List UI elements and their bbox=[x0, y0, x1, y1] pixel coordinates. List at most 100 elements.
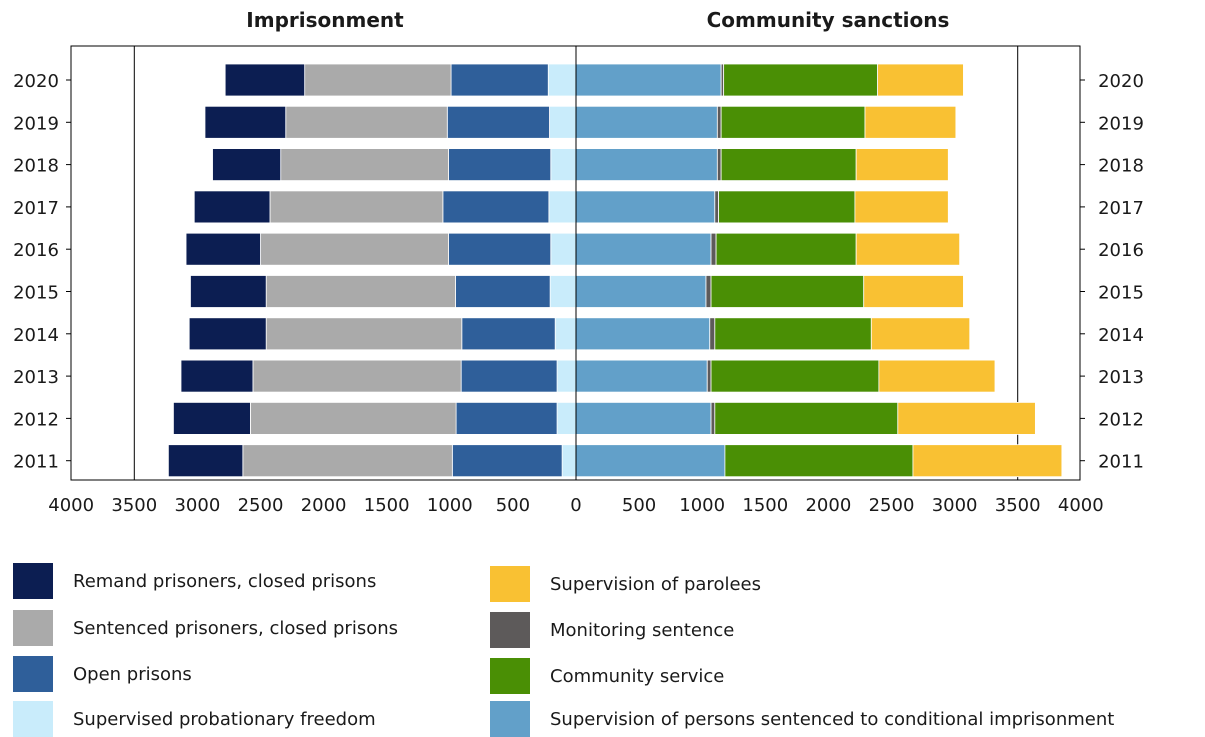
x-tick-label: 1500 bbox=[742, 495, 788, 516]
legend-item-supervised-probationary-freedom: Supervised probationary freedom bbox=[13, 701, 376, 737]
bar-community-sanctions bbox=[710, 359, 880, 393]
bar-community-sanctions bbox=[854, 190, 949, 224]
year-label-right: 2019 bbox=[1098, 113, 1144, 134]
bar-community-sanctions bbox=[714, 317, 872, 351]
bar-community-sanctions bbox=[897, 401, 1036, 435]
legend-item-monitoring-sentence: Monitoring sentence bbox=[490, 612, 734, 648]
bar-imprisonment bbox=[448, 148, 552, 182]
legend-label: Community service bbox=[550, 665, 725, 687]
bar-community-sanctions bbox=[863, 275, 964, 308]
legend-swatch bbox=[490, 701, 530, 737]
bar-imprisonment bbox=[190, 275, 267, 308]
bar-community-sanctions bbox=[718, 190, 856, 224]
bar-imprisonment bbox=[550, 148, 577, 182]
bar-community-sanctions bbox=[709, 317, 716, 351]
year-label-left: 2015 bbox=[13, 283, 59, 304]
legend-swatch bbox=[490, 612, 530, 648]
year-label-right: 2016 bbox=[1098, 240, 1144, 261]
bar-community-sanctions bbox=[575, 444, 726, 478]
butterfly-bar-chart: Imprisonment Community sanctions 2020 202… bbox=[13, 8, 1144, 516]
year-label-left: 2020 bbox=[13, 71, 59, 92]
x-tick-label: 3000 bbox=[174, 495, 220, 516]
x-tick-label: 3500 bbox=[111, 495, 157, 516]
year-label-right: 2011 bbox=[1098, 452, 1144, 473]
bar-community-sanctions bbox=[912, 444, 1063, 478]
bar-imprisonment bbox=[265, 275, 456, 308]
bar-imprisonment bbox=[556, 401, 577, 435]
year-label-right: 2013 bbox=[1098, 367, 1144, 388]
bar-community-sanctions bbox=[575, 359, 708, 393]
bar-imprisonment bbox=[252, 359, 462, 393]
bar-community-sanctions bbox=[706, 359, 712, 393]
bar-community-sanctions bbox=[870, 317, 971, 351]
bar-imprisonment bbox=[554, 317, 577, 351]
bar-imprisonment bbox=[549, 105, 577, 139]
bar-community-sanctions bbox=[716, 148, 722, 182]
bar-imprisonment bbox=[180, 359, 254, 393]
bar-imprisonment bbox=[242, 444, 453, 478]
year-label-right: 2014 bbox=[1098, 325, 1144, 346]
year-label-right: 2020 bbox=[1098, 71, 1144, 92]
bar-community-sanctions bbox=[575, 105, 718, 139]
legend-item-supervision-of-parolees: Supervision of parolees bbox=[490, 566, 761, 602]
bar-community-sanctions bbox=[575, 148, 718, 182]
bar-imprisonment bbox=[446, 105, 550, 139]
bar-community-sanctions bbox=[724, 444, 914, 478]
legend-item-supervision-conditional-imprisonment: Supervision of persons sentenced to cond… bbox=[490, 701, 1114, 737]
imprisonment-title: Imprisonment bbox=[246, 8, 404, 32]
bar-imprisonment bbox=[212, 148, 282, 182]
bar-imprisonment bbox=[548, 190, 577, 224]
bar-imprisonment bbox=[188, 317, 267, 351]
year-label-right: 2017 bbox=[1098, 198, 1144, 219]
year-label-right: 2018 bbox=[1098, 156, 1144, 177]
bar-imprisonment bbox=[204, 105, 287, 139]
bar-imprisonment bbox=[304, 63, 452, 97]
x-tick-label: 1000 bbox=[679, 495, 725, 516]
bar-imprisonment bbox=[547, 63, 577, 97]
bar-imprisonment bbox=[265, 317, 463, 351]
x-tick-label: 500 bbox=[496, 495, 530, 516]
bar-imprisonment bbox=[280, 148, 449, 182]
legend-item-remand-prisoners: Remand prisoners, closed prisons bbox=[13, 563, 376, 599]
legend-item-open-prisons: Open prisons bbox=[13, 656, 192, 692]
year-label-left: 2019 bbox=[13, 113, 59, 134]
bar-imprisonment bbox=[549, 275, 577, 308]
x-tick-label: 500 bbox=[622, 495, 656, 516]
x-tick-label: 4000 bbox=[48, 495, 94, 516]
bar-imprisonment bbox=[455, 401, 558, 435]
x-tick-label: 2500 bbox=[869, 495, 915, 516]
legend-swatch bbox=[13, 610, 53, 646]
bar-imprisonment bbox=[167, 444, 244, 478]
x-tick-label: 1000 bbox=[427, 495, 473, 516]
legend-swatch bbox=[490, 658, 530, 694]
bar-community-sanctions bbox=[710, 232, 717, 266]
legend-label: Sentenced prisoners, closed prisons bbox=[73, 617, 399, 639]
bar-imprisonment bbox=[455, 275, 551, 308]
bar-imprisonment bbox=[448, 232, 552, 266]
bar-imprisonment bbox=[561, 444, 577, 478]
x-tick-label: 3500 bbox=[995, 495, 1041, 516]
bar-imprisonment bbox=[224, 63, 306, 97]
bar-imprisonment bbox=[460, 359, 558, 393]
year-label-left: 2012 bbox=[13, 409, 59, 430]
x-tick-label: 2500 bbox=[238, 495, 284, 516]
x-tick-label: 1500 bbox=[364, 495, 410, 516]
bar-community-sanctions bbox=[575, 63, 722, 97]
x-tick-label: 3000 bbox=[932, 495, 978, 516]
legend-item-community-service: Community service bbox=[490, 658, 724, 694]
bar-community-sanctions bbox=[575, 401, 712, 435]
bar-imprisonment bbox=[550, 232, 577, 266]
bar-imprisonment bbox=[269, 190, 444, 224]
bar-community-sanctions bbox=[705, 275, 712, 308]
bar-imprisonment bbox=[450, 63, 549, 97]
bar-community-sanctions bbox=[575, 190, 716, 224]
year-label-left: 2013 bbox=[13, 367, 59, 388]
bar-imprisonment bbox=[461, 317, 556, 351]
bar-imprisonment bbox=[173, 401, 251, 435]
bar-imprisonment bbox=[285, 105, 448, 139]
bar-community-sanctions bbox=[720, 148, 857, 182]
year-label-right: 2015 bbox=[1098, 283, 1144, 304]
year-label-right: 2012 bbox=[1098, 409, 1144, 430]
bar-community-sanctions bbox=[878, 359, 996, 393]
bar-community-sanctions bbox=[714, 401, 899, 435]
